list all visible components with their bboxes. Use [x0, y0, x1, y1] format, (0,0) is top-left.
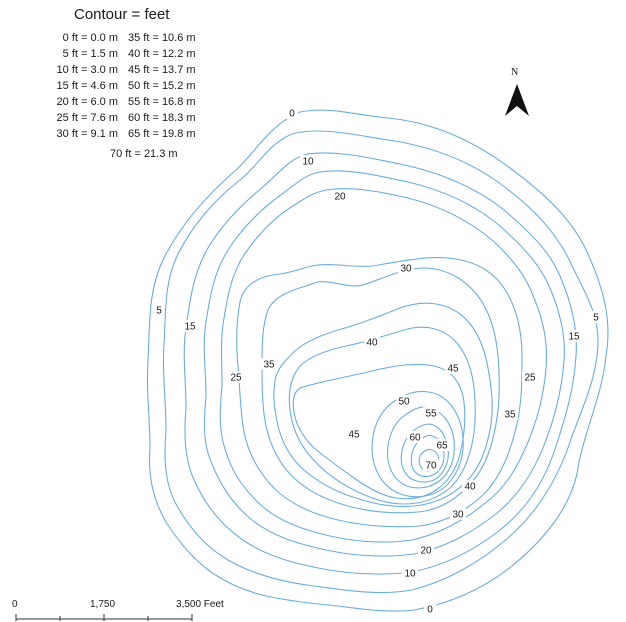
- contour-line-45: [292, 363, 466, 500]
- contour-label: 10: [404, 569, 416, 580]
- legend-entry: 55 ft = 16.8 m: [128, 96, 196, 108]
- contour-label: 50: [398, 397, 410, 408]
- legend-entry: 65 ft = 19.8 m: [128, 128, 196, 140]
- legend-entry: 15 ft = 4.6 m: [56, 80, 118, 92]
- contour-line-55: [386, 406, 455, 489]
- contour-label: 30: [452, 510, 464, 521]
- contour-label: 60: [409, 433, 421, 444]
- contour-line-10: [183, 152, 577, 575]
- contour-label: 55: [425, 409, 437, 420]
- north-label: N: [511, 67, 519, 78]
- legend-entry: 20 ft = 6.0 m: [56, 96, 118, 108]
- contour-label: 70: [425, 461, 437, 472]
- contour-labels: 0 0 5 5 10 10 15 15 20 20 25 25 30: [154, 107, 601, 616]
- contour-label: 0: [289, 109, 295, 120]
- contour-label: 0: [427, 605, 433, 616]
- contour-line-0: [146, 109, 609, 612]
- scale-bar: [15, 614, 193, 621]
- legend-entry: 45 ft = 13.7 m: [128, 64, 196, 76]
- legend-entry: 25 ft = 7.6 m: [56, 112, 118, 124]
- contour-label: 15: [184, 322, 196, 333]
- legend-entry: 0 ft = 0.0 m: [62, 32, 118, 44]
- contour-line-5: [162, 130, 599, 594]
- scale-tick-label: 0: [12, 599, 18, 610]
- legend-entry: 30 ft = 9.1 m: [56, 128, 118, 140]
- contour-line-40: [288, 326, 476, 505]
- contour-label: 35: [504, 410, 516, 421]
- contour-label: 15: [568, 332, 580, 343]
- contour-label: 5: [156, 306, 162, 317]
- contour-label: 40: [366, 338, 378, 349]
- legend-entry: 50 ft = 15.2 m: [128, 80, 196, 92]
- contour-label: 20: [420, 546, 432, 557]
- legend-title: Contour = feet: [74, 6, 170, 23]
- contour-label: 25: [230, 373, 242, 384]
- contour-label: 5: [593, 313, 599, 324]
- contour-line-20: [219, 188, 547, 543]
- contour-line-15: [203, 170, 565, 557]
- legend-entry: 35 ft = 10.6 m: [128, 32, 196, 44]
- legend-entry: 10 ft = 3.0 m: [56, 64, 118, 76]
- legend-entry: 70 ft = 21.3 m: [110, 148, 178, 160]
- contour-label: 45: [348, 430, 360, 441]
- scale-tick-label: 1,750: [90, 599, 116, 610]
- contour-label: 25: [524, 373, 536, 384]
- contour-label: 40: [464, 482, 476, 493]
- contour-label: 10: [302, 157, 314, 168]
- contour-label: 65: [436, 441, 448, 452]
- contour-label: 45: [447, 364, 459, 375]
- contour-lines: [146, 109, 609, 612]
- legend-entry: 60 ft = 18.3 m: [128, 112, 196, 124]
- contour-label: 35: [263, 360, 275, 371]
- north-arrow-icon: [505, 84, 529, 116]
- scale-tick-label: 3,500 Feet: [176, 599, 224, 610]
- contour-line-30: [261, 267, 500, 514]
- contour-label: 30: [400, 264, 412, 275]
- contour-line-25: [236, 257, 523, 528]
- contour-label: 20: [334, 192, 346, 203]
- legend-entry: 40 ft = 12.2 m: [128, 48, 196, 60]
- legend-entry: 5 ft = 1.5 m: [62, 48, 118, 60]
